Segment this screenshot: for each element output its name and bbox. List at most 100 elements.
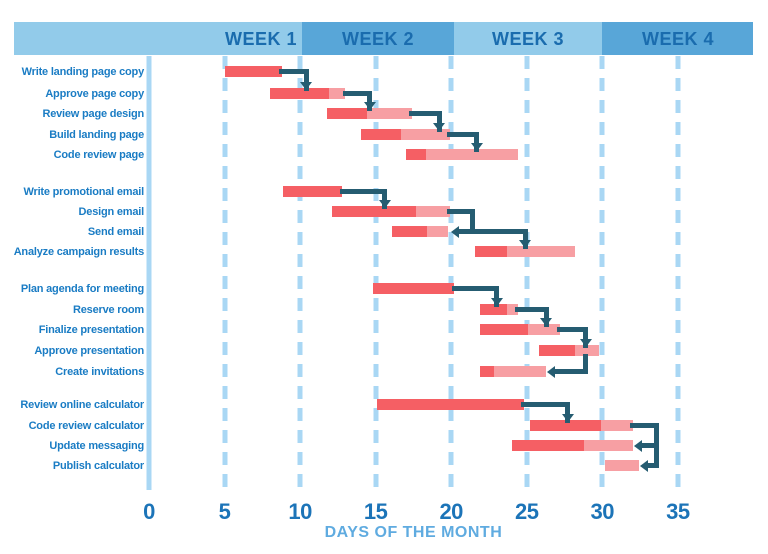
- connector-segment: [447, 209, 475, 214]
- gantt-bar-progress: [479, 304, 508, 315]
- week-header-block: [14, 22, 302, 55]
- connector-segment: [409, 111, 442, 116]
- arrowhead-down-icon: [300, 82, 313, 90]
- gantt-bar: [377, 399, 524, 410]
- week-header-block: [302, 22, 454, 55]
- task-label: Reserve room: [73, 303, 144, 316]
- gantt-bar: [479, 366, 547, 377]
- gantt-bar-progress: [331, 206, 417, 217]
- gridline-dashed: [599, 56, 605, 490]
- connector-segment: [303, 69, 309, 91]
- week-header-block: [454, 22, 602, 55]
- tick-label: 10: [288, 499, 312, 524]
- connector-segment: [279, 69, 309, 74]
- task-label: Design email: [78, 205, 145, 218]
- gantt-bar: [479, 324, 560, 335]
- connector-segment: [454, 229, 475, 234]
- x-axis-label: DAYS OF THE MONTH: [324, 524, 503, 541]
- arrowhead-down-icon: [561, 414, 574, 422]
- gantt-bar-progress: [283, 186, 343, 197]
- gantt-bar-progress: [538, 345, 576, 356]
- task-label: Create invitations: [55, 365, 144, 378]
- gridline-dashed: [448, 56, 454, 490]
- connector-segment: [382, 189, 388, 209]
- arrowhead-down-icon: [433, 123, 446, 131]
- arrowhead-left-icon: [639, 459, 648, 472]
- task-label: Finalize presentation: [38, 323, 144, 336]
- connector-segment: [583, 353, 589, 374]
- connector-segment: [469, 229, 528, 234]
- connector-segment: [367, 91, 373, 111]
- task-label: Write promotional email: [23, 185, 145, 198]
- task-label: Analyze campaign results: [13, 245, 145, 258]
- gantt-bar: [331, 206, 450, 217]
- connector-segment: [522, 229, 528, 249]
- arrowhead-down-icon: [378, 200, 391, 208]
- week-header-label: WEEK 2: [341, 29, 415, 49]
- connector-segment: [551, 369, 589, 374]
- task-label: Publish calculator: [52, 459, 144, 472]
- axis-line: [146, 56, 152, 490]
- arrowhead-down-icon: [579, 339, 592, 347]
- task-label: Send email: [87, 225, 144, 238]
- task-label: Approve page copy: [45, 87, 144, 100]
- gantt-bar: [392, 226, 449, 237]
- gantt-bar-progress: [392, 226, 428, 237]
- arrowhead-down-icon: [363, 102, 376, 110]
- gantt-bar-progress: [360, 129, 402, 140]
- tick-label: 20: [439, 499, 463, 524]
- connector-segment: [643, 463, 660, 468]
- task-label: Write landing page copy: [21, 65, 145, 78]
- gantt-bar-progress: [475, 246, 508, 257]
- task-label: Approve presentation: [34, 344, 144, 357]
- gridline-dashed: [675, 56, 681, 490]
- connector-segment: [339, 189, 388, 194]
- arrowhead-down-icon: [490, 298, 503, 306]
- connector-segment: [565, 402, 571, 423]
- tick-label: 5: [218, 499, 231, 524]
- connector-segment: [494, 286, 500, 307]
- gridline-dashed: [222, 56, 228, 490]
- gantt-bar: [283, 186, 343, 197]
- arrowhead-left-icon: [633, 439, 642, 452]
- gantt-bar: [360, 129, 450, 140]
- task-label: Code review page: [53, 148, 145, 161]
- task-label: Review online calculator: [20, 398, 144, 411]
- connector-segment: [342, 91, 373, 96]
- arrowhead-left-icon: [450, 225, 459, 238]
- connector-segment: [447, 132, 480, 137]
- gantt-bar: [605, 460, 639, 471]
- connector-segment: [436, 111, 442, 132]
- gantt-bar-progress: [511, 440, 585, 451]
- week-header-label: WEEK 1: [224, 29, 298, 49]
- gantt-bar-progress: [405, 149, 426, 160]
- connector-segment: [469, 209, 475, 234]
- task-label: Build landing page: [49, 128, 144, 141]
- connector-segment: [474, 132, 480, 152]
- tick-label: 35: [666, 499, 690, 524]
- gantt-bar: [405, 149, 518, 160]
- gridline-dashed: [297, 56, 303, 490]
- gantt-bar: [327, 108, 412, 119]
- gridline-dashed: [524, 56, 530, 490]
- arrowhead-down-icon: [470, 143, 483, 151]
- gantt-bar-progress: [529, 420, 601, 431]
- connector-segment: [583, 327, 589, 348]
- connector-segment: [521, 402, 571, 407]
- gantt-bar-progress: [479, 366, 494, 377]
- gantt-bar-progress: [327, 108, 367, 119]
- task-label: Plan agenda for meeting: [20, 282, 144, 295]
- tick-label: 25: [515, 499, 539, 524]
- arrowhead-down-icon: [540, 318, 553, 326]
- task-label: Code review calculator: [28, 419, 145, 432]
- connector-segment: [451, 286, 500, 291]
- gantt-bar: [475, 246, 576, 257]
- tick-label: 0: [143, 499, 155, 524]
- gantt-bar: [269, 88, 346, 99]
- arrowhead-left-icon: [547, 365, 556, 378]
- gantt-bar: [511, 440, 633, 451]
- connector-segment: [637, 443, 660, 448]
- connector-segment: [543, 307, 549, 327]
- tick-label: 15: [363, 499, 388, 524]
